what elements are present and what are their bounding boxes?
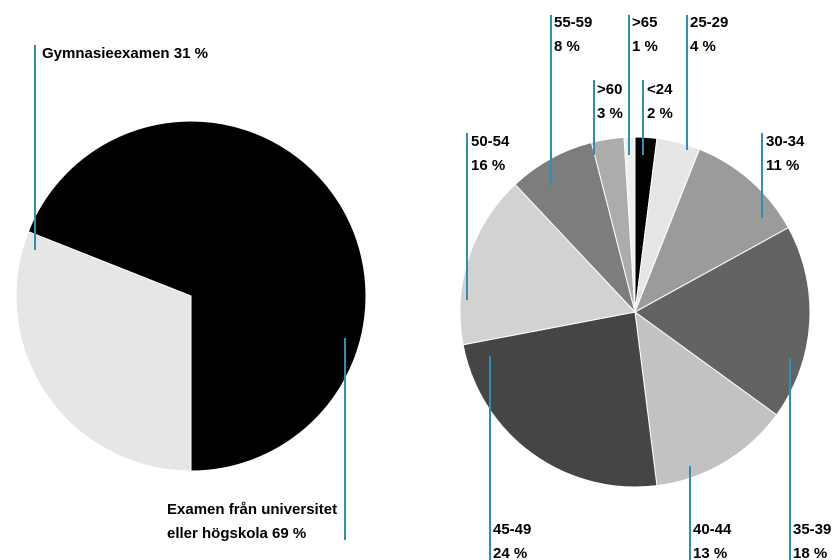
education-slice-gymnasieexamen (15, 230, 192, 472)
age-slice-30-34 (634, 148, 790, 314)
label-age-over-60: >60 (597, 81, 622, 98)
age-slice-35-39 (634, 227, 811, 416)
label-examen-line1: Examen från universitet (167, 501, 337, 518)
label-age-30-34: 30-34 (766, 133, 805, 150)
label-age-35-39: 35-39 (793, 521, 831, 538)
label-pct-50-54: 16 % (471, 157, 505, 174)
label-pct-over-65: 1 % (632, 38, 658, 55)
label-pct-under-24: 2 % (647, 105, 673, 122)
age-slice-40-44 (634, 310, 778, 487)
label-pct-over-60: 3 % (597, 105, 623, 122)
label-age-50-54: 50-54 (471, 133, 510, 150)
label-pct-35-39: 18 % (793, 545, 827, 560)
education-slice-examen-från-universitet-eller-högskola (27, 120, 367, 472)
label-pct-25-29: 4 % (690, 38, 716, 55)
label-pct-45-49: 24 % (493, 545, 527, 560)
label-pct-30-34: 11 % (766, 157, 799, 174)
education-labels: Gymnasieexamen 31 % Examen från universi… (34, 45, 346, 542)
label-age-under-24: <24 (647, 81, 673, 98)
label-age-45-49: 45-49 (493, 521, 531, 538)
age-pie (459, 136, 811, 488)
label-age-40-44: 40-44 (693, 521, 732, 538)
label-pct-55-59: 8 % (554, 38, 580, 55)
age-labels: <24 2 % 25-29 4 % 30-34 11 % 35-39 18 % 40-44 13 … (466, 14, 831, 560)
label-age-25-29: 25-29 (690, 14, 728, 31)
education-pie (15, 120, 367, 472)
label-age-55-59: 55-59 (554, 14, 592, 31)
age-slice-45-49 (462, 311, 658, 488)
label-examen-line2: eller högskola 69 % (167, 525, 306, 542)
label-pct-40-44: 13 % (693, 545, 727, 560)
label-gymnasieexamen: Gymnasieexamen 31 % (42, 45, 208, 62)
age-slice-50-54 (459, 183, 636, 346)
label-age-over-65: >65 (632, 14, 657, 31)
